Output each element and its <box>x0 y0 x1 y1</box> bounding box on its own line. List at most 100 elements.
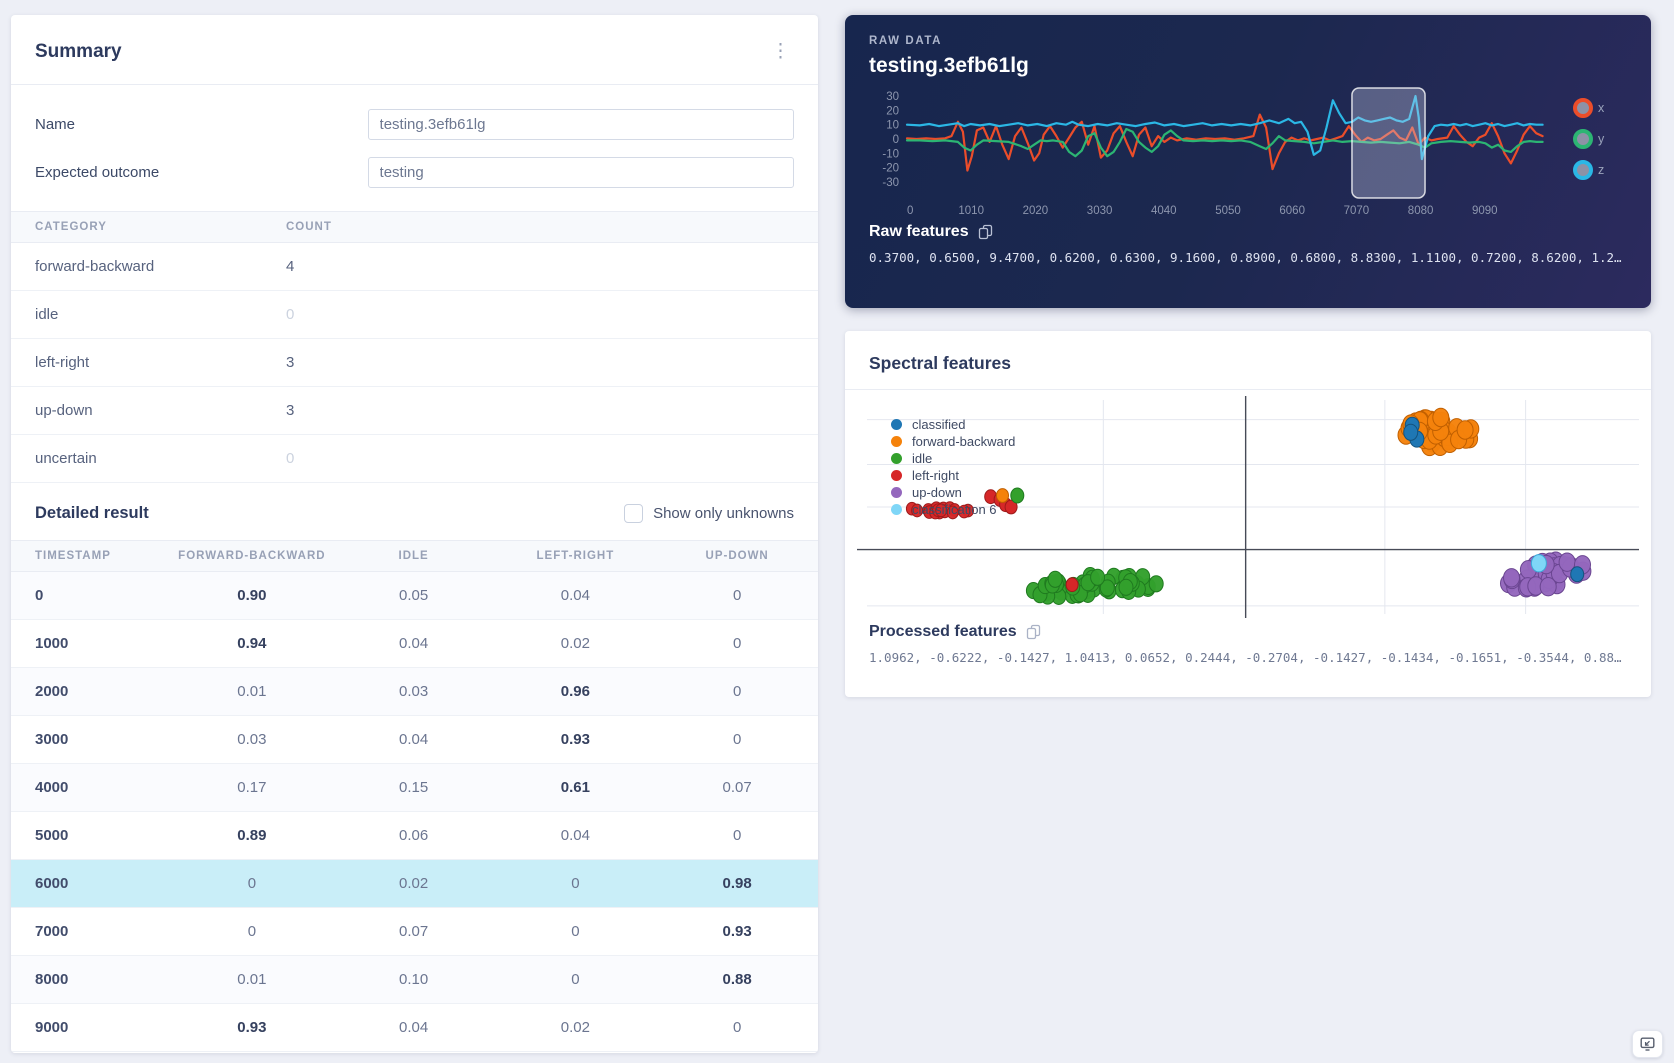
svg-text:0: 0 <box>893 134 899 146</box>
show-only-unknowns-control[interactable]: Show only unknowns <box>624 504 794 523</box>
scatter-point-up-down <box>1503 568 1520 588</box>
spectral-scatter-chart[interactable] <box>857 392 1639 622</box>
name-input[interactable] <box>367 109 794 140</box>
classification-value-cell: 0.90 <box>237 587 267 604</box>
scatter-point-idle <box>1047 570 1063 588</box>
scatter-legend-item[interactable]: forward-backward <box>891 433 1015 450</box>
scatter-point-classified <box>1403 423 1419 441</box>
detailed-table: Timestamp Forward-backward Idle Left-right U… <box>11 540 818 1052</box>
summary-header: Summary ⋮ <box>11 15 818 85</box>
classification-value-cell: 0.93 <box>722 923 752 940</box>
expected-outcome-label: Expected outcome <box>35 164 160 181</box>
detailed-result-row[interactable]: 4000 0.17 0.15 0.61 0.07 <box>11 764 818 812</box>
classification-value-cell: 0 <box>571 971 580 988</box>
classification-value-cell: 0.93 <box>237 1019 267 1036</box>
category-row: up-down 3 <box>11 387 818 435</box>
legend-dot-icon <box>891 487 902 498</box>
scatter-point-idle <box>1090 568 1106 586</box>
classification-value-cell: 0.88 <box>722 971 752 988</box>
raw-features-title: Raw features <box>869 223 969 240</box>
kebab-icon: ⋮ <box>771 41 790 62</box>
detailed-column-header: Timestamp <box>35 550 111 562</box>
show-only-unknowns-label: Show only unknowns <box>653 505 794 522</box>
category-name: uncertain <box>35 450 97 467</box>
classification-value-cell: 0.07 <box>399 923 429 940</box>
svg-text:10: 10 <box>886 120 899 132</box>
svg-text:5050: 5050 <box>1215 205 1241 217</box>
classification-value-cell: 0.15 <box>399 779 429 796</box>
classification-value-cell: 0 <box>732 827 742 844</box>
scatter-legend-item[interactable]: idle <box>891 450 1015 467</box>
scatter-legend-item[interactable]: left-right <box>891 467 1015 484</box>
category-count: 4 <box>286 258 295 275</box>
category-name: up-down <box>35 402 93 419</box>
category-count: 3 <box>286 402 295 419</box>
scatter-point-left-right <box>935 503 948 518</box>
classification-value-cell: 0.02 <box>560 1019 590 1036</box>
processed-features-values: 1.0962, -0.6222, -0.1427, 1.0413, 0.0652… <box>869 650 1627 665</box>
classification-value-cell: 0 <box>247 875 257 892</box>
timestamp-cell: 8000 <box>35 971 69 988</box>
classification-value-cell: 0 <box>571 875 580 892</box>
detailed-result-row[interactable]: 8000 0.01 0.10 0 0.88 <box>11 956 818 1004</box>
scatter-legend-item[interactable]: classified <box>891 416 1015 433</box>
monitor-icon <box>1640 1037 1655 1051</box>
timestamp-cell: 0 <box>35 587 44 604</box>
scatter-point-left-right <box>1004 499 1018 515</box>
detailed-result-row[interactable]: 5000 0.89 0.06 0.04 0 <box>11 812 818 860</box>
legend-label: left-right <box>912 468 959 483</box>
scatter-point-idle <box>1099 579 1115 597</box>
raw-chart-legend: x y z <box>1573 98 1604 180</box>
detailed-result-row[interactable]: 3000 0.03 0.04 0.93 0 <box>11 716 818 764</box>
svg-text:1010: 1010 <box>958 205 984 217</box>
detailed-result-row[interactable]: 1000 0.94 0.04 0.02 0 <box>11 620 818 668</box>
detailed-table-body: 0 0.90 0.05 0.04 0 1000 0.94 0.04 0.02 0 2000 0.01 0… <box>11 572 818 1052</box>
category-count: 3 <box>286 354 295 371</box>
raw-legend-item[interactable]: z <box>1573 160 1604 180</box>
timestamp-cell: 5000 <box>35 827 69 844</box>
expected-outcome-input[interactable] <box>367 157 794 188</box>
scatter-legend-item[interactable]: classification 6 <box>891 501 1015 518</box>
raw-line-chart[interactable]: 30 20 10 0 -10 -20 -30 0 1010 2020 3030 4040 5050 606… <box>869 82 1561 222</box>
detailed-result-row[interactable]: 0 0.90 0.05 0.04 0 <box>11 572 818 620</box>
scatter-point-forward-backward <box>996 488 1009 503</box>
legend-label: y <box>1598 132 1605 146</box>
launcher-button[interactable] <box>1632 1030 1663 1058</box>
svg-text:-30: -30 <box>882 177 899 189</box>
scatter-legend-item[interactable]: up-down <box>891 484 1015 501</box>
category-name: left-right <box>35 354 90 371</box>
classification-value-cell: 0.04 <box>399 1019 429 1036</box>
classification-value-cell: 0.04 <box>560 827 590 844</box>
raw-series-x <box>905 113 1544 172</box>
legend-ring-icon <box>1573 129 1593 149</box>
classification-value-cell: 0 <box>732 731 742 748</box>
scatter-point-idle <box>1118 578 1134 596</box>
raw-features-row: Raw features <box>869 223 1627 241</box>
scatter-point-left-right <box>911 503 924 518</box>
summary-menu-button[interactable]: ⋮ <box>763 40 798 63</box>
legend-ring-icon <box>1573 98 1593 118</box>
raw-legend-item[interactable]: y <box>1573 129 1604 149</box>
timestamp-cell: 6000 <box>35 875 69 892</box>
detailed-result-row[interactable]: 2000 0.01 0.03 0.96 0 <box>11 668 818 716</box>
legend-dot-icon <box>891 436 902 447</box>
scatter-point-up-down <box>1539 577 1557 597</box>
summary-form: Name Expected outcome <box>11 85 818 211</box>
classification-value-cell: 0.93 <box>560 731 590 748</box>
show-only-unknowns-checkbox[interactable] <box>624 504 644 523</box>
processed-features-row: Processed features <box>869 623 1627 641</box>
raw-legend-item[interactable]: x <box>1573 98 1604 118</box>
timestamp-cell: 7000 <box>35 923 69 940</box>
timestamp-cell: 1000 <box>35 635 69 652</box>
raw-data-title: testing.3efb61lg <box>869 54 1029 77</box>
detailed-result-row[interactable]: 7000 0 0.07 0 0.93 <box>11 908 818 956</box>
svg-text:4040: 4040 <box>1151 205 1177 217</box>
copy-icon[interactable] <box>978 224 993 240</box>
detailed-result-row[interactable]: 9000 0.93 0.04 0.02 0 <box>11 1004 818 1052</box>
category-name: idle <box>35 306 59 323</box>
copy-icon[interactable] <box>1026 624 1041 640</box>
classification-value-cell: 0.61 <box>560 779 590 796</box>
legend-label: x <box>1598 101 1605 115</box>
detailed-result-row[interactable]: 6000 0 0.02 0 0.98 <box>11 860 818 908</box>
category-column-header: Category <box>35 221 107 233</box>
